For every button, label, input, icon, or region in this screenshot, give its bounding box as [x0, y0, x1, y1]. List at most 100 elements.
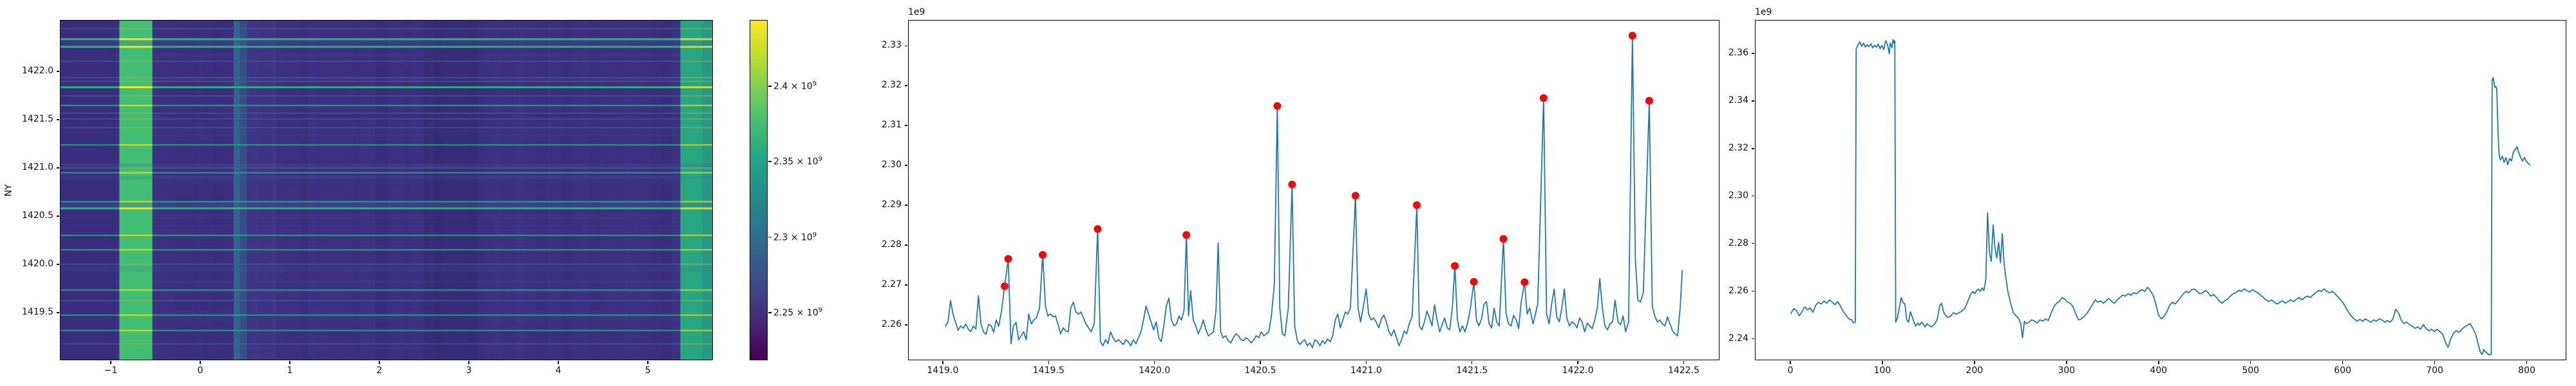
heatmap-spectral-line-band-segment: [119, 104, 153, 107]
heatmap-noise-column: [301, 21, 307, 360]
heatmap-noise-row: [61, 327, 712, 330]
heatmap-spectral-line: [61, 127, 712, 129]
heatmap-spectral-line-band-segment: [680, 77, 712, 78]
heatmap-band: [424, 21, 478, 360]
heatmap-noise-column: [650, 21, 663, 360]
peak-marker: [1039, 251, 1047, 259]
y-tick-label: 2.31: [881, 120, 902, 131]
heatmap-band: [703, 21, 712, 360]
heatmap-noise-row: [61, 337, 712, 339]
x-tick-label: 200: [1965, 365, 1984, 376]
colorbar-tick-label: 2.35 × 109: [773, 156, 822, 167]
peak-marker: [1520, 278, 1529, 286]
heatmap-band: [233, 21, 240, 360]
heatmap-spectral-line-band-segment: [119, 300, 153, 302]
heatmap-spectral-line-band-segment: [119, 207, 153, 210]
heatmap-noise-row: [61, 136, 712, 137]
y-tick-label: 2.27: [881, 279, 902, 290]
heatmap-spectral-line: [61, 77, 712, 78]
heatmap-spectral-line: [61, 80, 712, 82]
heatmap-spectral-line: [61, 46, 712, 48]
heatmap-spectral-line: [61, 118, 712, 120]
heatmap-spectral-line-band-segment: [119, 86, 153, 89]
heatmap-spectral-line: [61, 104, 712, 107]
y-tick-mark: [1751, 100, 1754, 102]
heatmap-spectral-line: [61, 343, 712, 345]
heatmap-noise-column: [623, 21, 630, 360]
heatmap-spectral-line-band-segment: [119, 329, 153, 331]
y-tick-label: 2.36: [1728, 47, 1748, 58]
timeseries-axes: [1755, 20, 2566, 360]
heatmap-spectral-line-band-segment: [680, 86, 712, 89]
x-tick-label: 1420.0: [1139, 365, 1171, 376]
heatmap-spectral-line-band-segment: [680, 289, 712, 291]
x-tick-label: 1422.5: [1667, 365, 1700, 376]
y-tick-label: 2.28: [1728, 237, 1748, 248]
x-tick-label: 700: [2426, 365, 2443, 376]
heatmap-spectral-line-band-segment: [680, 314, 712, 317]
colorbar-tick-mark: [768, 312, 772, 313]
x-tick-label: 0: [197, 365, 204, 376]
x-tick-label: 1420.5: [1244, 365, 1276, 376]
y-tick-mark: [904, 125, 907, 126]
heatmap-noise-column: [396, 21, 405, 360]
heatmap-noise-row: [61, 59, 712, 60]
heatmap-noise-column: [201, 21, 214, 360]
y-tick-label: 2.32: [881, 80, 902, 91]
x-tick-mark: [200, 361, 201, 364]
heatmap-noise-row: [61, 133, 712, 136]
heatmap-spectral-line: [61, 201, 712, 203]
colorbar-tick-text: 2.25 × 10: [773, 308, 819, 318]
y-tick-label: 1421.0: [22, 161, 53, 172]
heatmap-spectral-line: [61, 38, 712, 41]
colorbar-tick-label: 2.25 × 109: [773, 307, 822, 318]
heatmap-spectral-line-band-segment: [680, 172, 712, 174]
heatmap-spectral-line-band-segment: [680, 60, 712, 62]
heatmap-spectral-line-band-segment: [119, 172, 153, 174]
heatmap-spectral-line-band-segment: [680, 38, 712, 41]
x-tick-mark: [2249, 361, 2251, 364]
heatmap-spectral-line-band-segment: [680, 104, 712, 107]
heatmap-spectral-line-band-segment: [119, 201, 153, 203]
heatmap-noise-row: [61, 244, 712, 247]
x-tick-mark: [2342, 361, 2344, 364]
heatmap-spectral-line-band-segment: [680, 112, 712, 114]
y-tick-mark: [1751, 243, 1754, 244]
heatmap-spectral-line-band-segment: [119, 167, 153, 169]
x-tick-mark: [1260, 361, 1261, 364]
heatmap-noise-column: [307, 21, 318, 360]
heatmap-noise-column: [617, 21, 624, 360]
y-tick-mark: [904, 45, 907, 46]
data-line: [945, 35, 1683, 349]
spectrum-axes: [908, 20, 1719, 360]
peak-marker: [1645, 96, 1653, 105]
heatmap-spectral-line-band-segment: [119, 118, 153, 120]
heatmap-spectral-line: [61, 28, 712, 30]
heatmap-spectral-line: [61, 60, 712, 62]
y-tick-mark: [56, 312, 59, 313]
colorbar-tick-text: 2.4 × 10: [773, 81, 813, 92]
x-tick-label: 3: [466, 365, 472, 376]
heatmap-spectral-line: [61, 167, 712, 169]
heatmap-spectral-line: [61, 289, 712, 291]
heatmap-noise-column: [354, 21, 361, 360]
x-tick-label: −1: [104, 365, 118, 376]
y-tick-mark: [904, 205, 907, 206]
peak-marker: [1182, 231, 1191, 239]
heatmap-spectral-line-band-segment: [119, 248, 153, 251]
heatmap-spectral-line: [61, 207, 712, 210]
timeseries-offset-label: 1e9: [1755, 7, 1772, 17]
heatmap-noise-column: [293, 21, 301, 360]
heatmap-spectral-line-band-segment: [680, 127, 712, 129]
y-tick-label: 2.33: [881, 40, 902, 51]
timeseries-plot: [1790, 39, 2531, 356]
x-tick-label: 300: [2058, 365, 2076, 376]
y-tick-label: 2.26: [881, 318, 902, 329]
peak-marker: [1451, 262, 1459, 270]
heatmap-noise-row: [61, 347, 712, 350]
heatmap-noise-column: [428, 21, 434, 360]
heatmap-spectral-line: [61, 172, 712, 174]
colorbar-tick-label: 2.4 × 109: [773, 80, 817, 92]
y-tick-label: 1422.0: [22, 65, 53, 76]
